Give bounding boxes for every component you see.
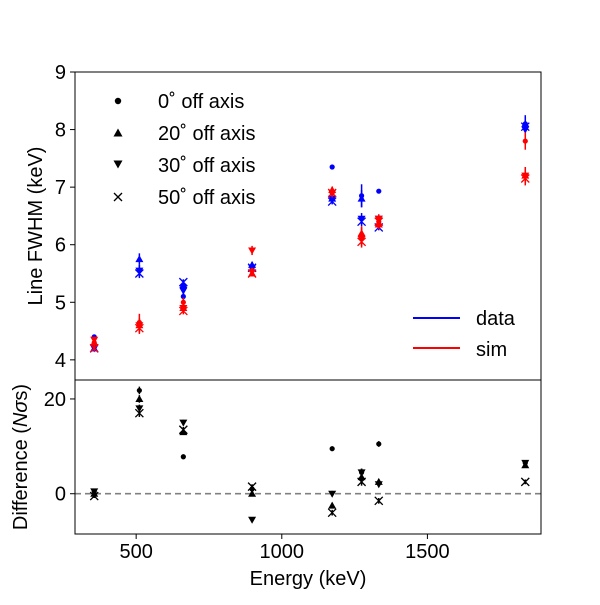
bottom-panel: 0 20 Difference (Nσs): [10, 379, 542, 535]
bottom-series-2: [90, 404, 530, 524]
top-y-tick-label: 8: [55, 120, 66, 142]
top-data-point: [327, 197, 337, 206]
bottom-data-point: [374, 496, 384, 506]
bottom-data-point: [327, 508, 337, 518]
top-series-7: [89, 171, 530, 353]
top-data-point: [248, 247, 257, 255]
bottom-y-ticks: 0 20: [44, 389, 75, 506]
bottom-data-point: [357, 473, 366, 481]
bottom-data-point: [135, 405, 144, 413]
top-data-point: [178, 306, 188, 316]
bottom-data-point: [376, 441, 382, 447]
legend-label-30-off-axis: 30˚ off axis: [158, 155, 255, 177]
top-data-point: [357, 217, 367, 227]
x-axis-label: Energy (keV): [250, 568, 367, 590]
bottom-data-point: [247, 482, 257, 492]
bottom-data-point: [521, 459, 530, 467]
top-y-ticks: 4 5 6 7 8 9: [55, 62, 75, 372]
x-tick-label: 1500: [405, 541, 450, 563]
legend-marker-dot: [114, 97, 122, 105]
top-series-2: [90, 122, 530, 353]
top-data-layer: [89, 115, 530, 353]
bottom-data-point: [89, 491, 99, 501]
bottom-series-3: [89, 408, 530, 518]
legend-marker-triangle-up: [113, 128, 123, 137]
top-plot-frame: [74, 71, 542, 381]
legend-label-0-off-axis: 0˚ off axis: [158, 91, 244, 113]
top-series-1: [90, 116, 530, 352]
top-series-5: [90, 166, 530, 346]
top-data-point: [520, 122, 530, 132]
x-ticks: 500 1000 1500: [119, 534, 450, 563]
bottom-data-point: [136, 387, 142, 394]
x-tick-label: 500: [119, 541, 152, 563]
bottom-data-point: [248, 516, 257, 524]
bottom-series-0: [91, 386, 528, 494]
bottom-data-point: [179, 419, 188, 427]
bottom-data-point: [328, 501, 337, 509]
top-data-point: [327, 188, 337, 198]
top-y-tick-label: 4: [55, 350, 66, 372]
top-y-tick-label: 7: [55, 177, 66, 199]
bottom-y-tick-label: 0: [55, 484, 66, 506]
marker-legend: 0˚ off axis 20˚ off axis 30˚ off axis 50…: [113, 91, 255, 209]
top-y-tick-label: 6: [55, 235, 66, 257]
top-y-axis-label: Line FWHM (keV): [25, 147, 47, 306]
color-legend: data sim: [413, 308, 516, 361]
bottom-data-point: [135, 394, 144, 402]
top-y-tick-label: 5: [55, 292, 66, 314]
top-y-tick-label: 9: [55, 62, 66, 84]
bottom-plot-frame: [74, 379, 542, 535]
bottom-data-point: [357, 477, 367, 487]
top-data-point: [135, 255, 144, 263]
top-series-0: [91, 115, 528, 340]
legend-label-data: data: [476, 308, 516, 330]
bottom-series-1: [90, 394, 530, 509]
top-series-6: [90, 166, 530, 344]
top-data-point: [180, 293, 186, 300]
bottom-data-point: [248, 489, 257, 497]
x-tick-label: 1000: [260, 541, 305, 563]
legend-label-50-off-axis: 50˚ off axis: [158, 187, 255, 209]
top-series-3: [89, 120, 530, 353]
bottom-data-point: [180, 454, 186, 460]
top-data-point: [374, 217, 384, 227]
bottom-data-point: [134, 408, 144, 418]
legend-label-20-off-axis: 20˚ off axis: [158, 123, 255, 145]
top-data-point: [89, 343, 99, 353]
top-data-point: [357, 237, 367, 247]
bottom-data-point: [328, 490, 337, 498]
legend-marker-x: [113, 192, 123, 202]
legend-marker-triangle-down: [113, 160, 123, 169]
bottom-y-tick-label: 20: [44, 389, 66, 411]
top-data-point: [329, 164, 335, 170]
legend-label-sim: sim: [476, 339, 507, 361]
top-data-point: [179, 287, 188, 295]
top-data-point: [134, 269, 144, 278]
bottom-data-point: [520, 477, 530, 487]
top-data-point: [90, 336, 99, 344]
top-data-point: [178, 277, 188, 287]
top-data-point: [247, 269, 257, 278]
bottom-data-point: [357, 469, 366, 477]
top-data-point: [522, 138, 528, 144]
bottom-data-point: [178, 425, 188, 435]
bottom-data-point: [329, 446, 335, 452]
top-data-point: [520, 174, 530, 183]
bottom-data-point: [90, 488, 99, 496]
bottom-data-point: [374, 481, 383, 489]
top-data-point: [134, 323, 144, 333]
top-panel: 4 5 6 7 8 9 Line FWHM (keV) 0˚ off axis 20˚ o…: [25, 62, 542, 381]
top-data-point: [357, 194, 366, 202]
top-data-point: [180, 299, 186, 305]
top-data-point: [376, 188, 382, 194]
bottom-y-axis-label: Difference (Nσs): [10, 384, 32, 530]
bottom-data-layer: [89, 386, 530, 524]
